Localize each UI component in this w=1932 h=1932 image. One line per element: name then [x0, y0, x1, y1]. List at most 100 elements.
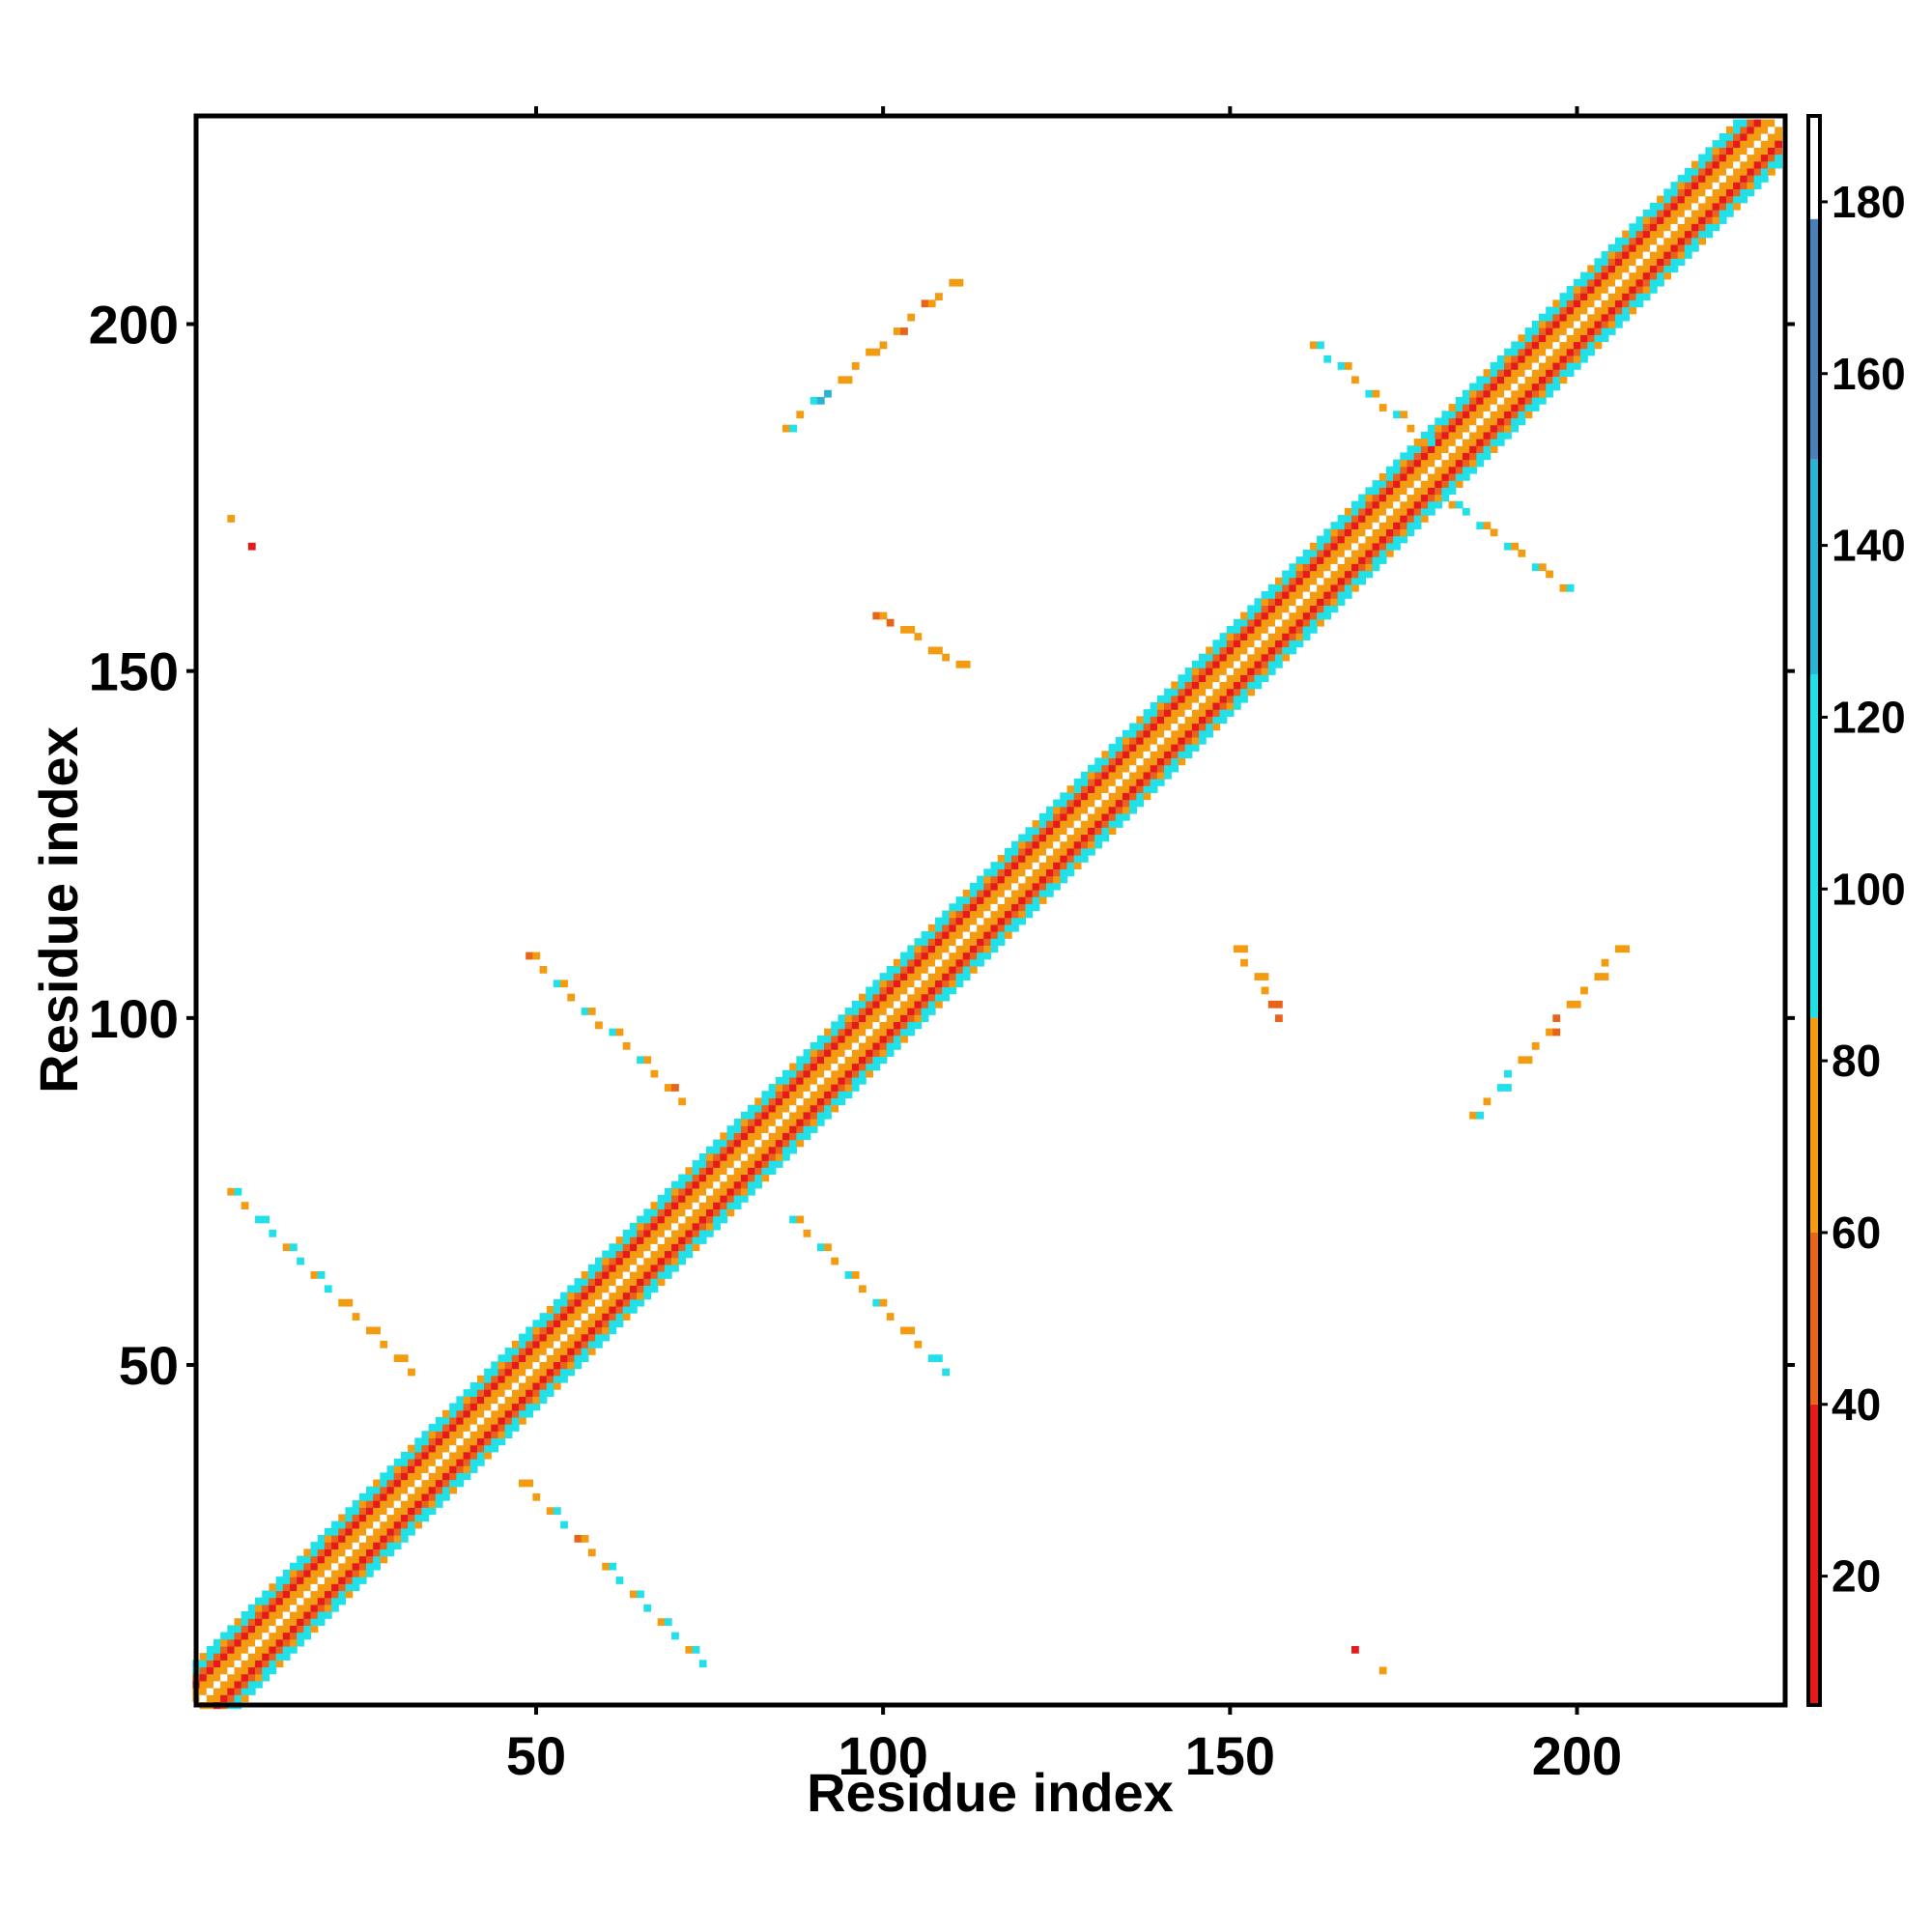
diagonal-contact-cell: [1129, 744, 1137, 752]
diagonal-contact-cell: [602, 1285, 611, 1293]
diagonal-contact-cell: [1622, 271, 1630, 280]
diagonal-contact-cell: [1073, 827, 1082, 836]
diagonal-contact-cell: [497, 1354, 506, 1363]
diagonal-contact-cell: [1649, 243, 1658, 252]
sheet-contact-cell: [553, 980, 561, 988]
diagonal-contact-cell: [1573, 320, 1581, 328]
diagonal-contact-cell: [851, 1049, 860, 1057]
diagonal-contact-cell: [1178, 751, 1186, 759]
sheet-contact-cell: [1531, 1041, 1540, 1050]
diagonal-contact-cell: [705, 1215, 714, 1224]
diagonal-contact-cell: [935, 952, 943, 960]
diagonal-contact-cell: [1448, 472, 1457, 481]
diagonal-contact-cell: [1247, 605, 1256, 613]
diagonal-contact-cell: [1289, 639, 1297, 648]
diagonal-contact-cell: [386, 1492, 395, 1501]
diagonal-contact-cell: [1206, 681, 1213, 690]
diagonal-contact-cell: [1629, 293, 1637, 300]
sheet-contact-cell: [1531, 563, 1540, 572]
sheet-contact-cell: [609, 1028, 617, 1037]
diagonal-contact-cell: [698, 1202, 707, 1209]
diagonal-contact-cell: [1559, 341, 1568, 350]
diagonal-contact-cell: [1351, 549, 1359, 557]
diagonal-contact-cell: [914, 938, 923, 947]
diagonal-contact-cell: [1302, 556, 1311, 564]
diagonal-contact-cell: [748, 1146, 755, 1154]
diagonal-contact-cell: [1171, 701, 1179, 710]
diagonal-contact-cell: [1025, 847, 1034, 856]
diagonal-contact-cell: [1393, 528, 1401, 537]
diagonal-contact-cell: [872, 1049, 881, 1057]
diagonal-contact-cell: [1150, 764, 1158, 773]
diagonal-contact-cell: [1199, 701, 1207, 710]
diagonal-contact-cell: [1226, 709, 1235, 717]
diagonal-contact-cell: [1156, 701, 1165, 710]
diagonal-contact-cell: [289, 1618, 298, 1626]
diagonal-contact-cell: [484, 1431, 492, 1439]
diagonal-contact-cell: [1289, 598, 1297, 607]
diagonal-contact-cell: [643, 1285, 652, 1293]
diagonal-contact-cell: [408, 1451, 415, 1460]
diagonal-contact-cell: [990, 889, 999, 897]
diagonal-contact-cell: [962, 973, 971, 980]
diagonal-contact-cell: [1698, 216, 1706, 224]
diagonal-contact-cell: [1199, 695, 1207, 703]
diagonal-contact-cell: [1212, 639, 1221, 648]
diagonal-contact-cell: [685, 1202, 694, 1209]
diagonal-contact-cell: [511, 1416, 520, 1425]
sheet-contact-cell: [1566, 1000, 1575, 1009]
diagonal-contact-cell: [1302, 611, 1311, 620]
diagonal-contact-cell: [1337, 563, 1346, 572]
diagonal-contact-cell: [247, 1680, 256, 1689]
diagonal-contact-cell: [1531, 348, 1540, 356]
diagonal-contact-cell: [1580, 285, 1588, 294]
diagonal-contact-cell: [1025, 896, 1034, 904]
diagonal-contact-cell: [1594, 271, 1603, 280]
diagonal-contact-cell: [539, 1389, 548, 1397]
diagonal-contact-cell: [1171, 764, 1179, 773]
diagonal-contact-cell: [380, 1542, 388, 1549]
diagonal-contact-cell: [587, 1326, 596, 1335]
diagonal-contact-cell: [1358, 563, 1367, 572]
diagonal-contact-cell: [789, 1104, 797, 1113]
diagonal-contact-cell: [262, 1660, 270, 1668]
diagonal-contact-cell: [1538, 376, 1547, 384]
diagonal-contact-cell: [768, 1084, 777, 1092]
colorbar-tick-label: 180: [1832, 177, 1906, 227]
diagonal-contact-cell: [1060, 792, 1068, 801]
diagonal-contact-cell: [1129, 729, 1137, 738]
diagonal-contact-cell: [810, 1111, 818, 1120]
diagonal-contact-cell: [1129, 723, 1137, 731]
diagonal-contact-cell: [754, 1139, 763, 1148]
diagonal-contact-cell: [1184, 681, 1193, 690]
diagonal-contact-cell: [1441, 411, 1450, 419]
diagonal-contact-cell: [1254, 639, 1263, 648]
diagonal-contact-cell: [1088, 779, 1095, 786]
diagonal-contact-cell: [1261, 660, 1269, 668]
diagonal-contact-cell: [1559, 334, 1568, 343]
diagonal-contact-cell: [1115, 757, 1123, 766]
diagonal-contact-cell: [977, 910, 984, 919]
diagonal-contact-cell: [831, 1097, 839, 1106]
diagonal-contact-cell: [269, 1583, 277, 1592]
diagonal-contact-cell: [698, 1236, 707, 1244]
diagonal-contact-cell: [324, 1555, 332, 1564]
diagonal-contact-cell: [1053, 875, 1061, 884]
sheet-contact-cell: [643, 1604, 652, 1612]
diagonal-contact-cell: [671, 1180, 679, 1189]
diagonal-contact-cell: [255, 1638, 263, 1647]
diagonal-contact-cell: [400, 1527, 409, 1536]
diagonal-contact-cell: [352, 1577, 360, 1584]
diagonal-contact-cell: [671, 1264, 679, 1272]
diagonal-contact-cell: [546, 1326, 554, 1335]
diagonal-contact-cell: [386, 1535, 395, 1543]
diagonal-contact-cell: [615, 1292, 624, 1300]
diagonal-contact-cell: [1156, 736, 1165, 745]
diagonal-contact-cell: [914, 1000, 923, 1009]
x-tick-label: 100: [838, 1725, 927, 1786]
diagonal-contact-cell: [1101, 820, 1110, 828]
diagonal-contact-cell: [1038, 820, 1047, 828]
diagonal-contact-cell: [1483, 383, 1492, 391]
diagonal-contact-cell: [838, 1041, 846, 1050]
diagonal-contact-cell: [1317, 605, 1324, 613]
